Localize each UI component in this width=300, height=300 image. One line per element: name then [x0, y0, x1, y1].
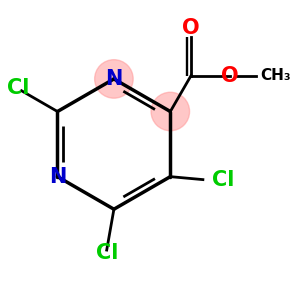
Text: Cl: Cl [212, 169, 234, 190]
Circle shape [151, 92, 190, 131]
Text: O: O [221, 66, 238, 86]
Text: Cl: Cl [95, 243, 118, 263]
Text: CH₃: CH₃ [261, 68, 291, 83]
Circle shape [95, 60, 133, 98]
Text: N: N [49, 167, 66, 187]
Text: Cl: Cl [8, 78, 30, 98]
Text: N: N [105, 69, 123, 89]
Text: O: O [182, 18, 200, 38]
